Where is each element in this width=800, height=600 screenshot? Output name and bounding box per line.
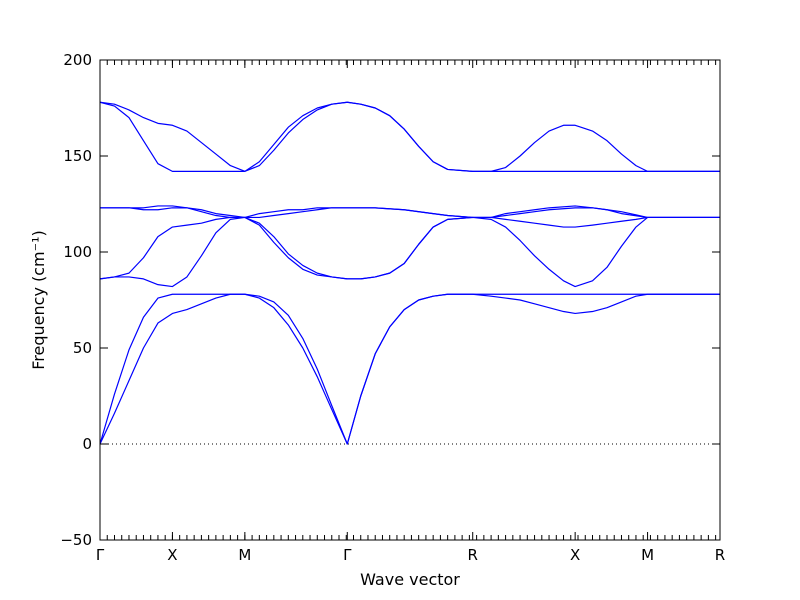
band-line-2 bbox=[99, 293, 720, 445]
band-line-4 bbox=[99, 216, 720, 280]
series-layer bbox=[99, 101, 720, 445]
y-tick-label: 50 bbox=[73, 339, 92, 357]
y-tick-layer: −50 0 50 100 150 200 bbox=[60, 51, 720, 549]
band-line-6 bbox=[100, 207, 720, 219]
y-tick-label: 150 bbox=[63, 147, 92, 165]
x-tick-label: M bbox=[641, 546, 654, 564]
minor-tick-layer bbox=[99, 60, 717, 540]
y-tick-label: −50 bbox=[60, 531, 92, 549]
x-tick-label: Γ bbox=[96, 546, 105, 564]
x-axis-title: Wave vector bbox=[360, 570, 460, 589]
y-tick-label: 200 bbox=[63, 51, 92, 69]
y-axis-title: Frequency (cm⁻¹) bbox=[29, 230, 48, 369]
band-line-8 bbox=[99, 101, 720, 172]
plot-frame bbox=[99, 59, 721, 541]
x-tick-label: R bbox=[468, 546, 478, 564]
x-tick-label: X bbox=[570, 546, 580, 564]
x-tick-label: M bbox=[238, 546, 251, 564]
y-tick-label: 0 bbox=[82, 435, 92, 453]
band-line-1 bbox=[99, 293, 720, 445]
y-tick-label: 100 bbox=[63, 243, 92, 261]
x-tick-label: Γ bbox=[343, 546, 352, 564]
x-tick-label: R bbox=[715, 546, 725, 564]
x-tick-label: X bbox=[167, 546, 177, 564]
